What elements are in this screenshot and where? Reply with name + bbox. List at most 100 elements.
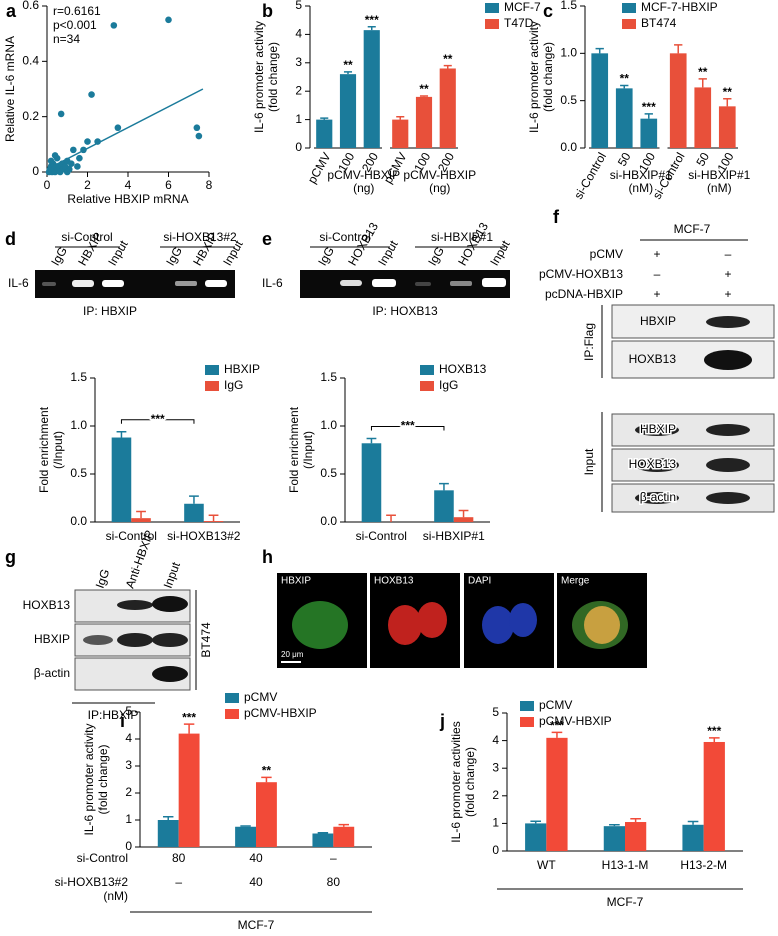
error-bar bbox=[343, 71, 353, 75]
band bbox=[117, 633, 153, 647]
bar bbox=[703, 741, 725, 851]
blot-row-label: HBXIP bbox=[640, 422, 676, 436]
bar bbox=[339, 74, 357, 148]
panel-label: i bbox=[120, 711, 125, 731]
x-tick-label: 4 bbox=[125, 178, 132, 192]
x-tick-label: 50 bbox=[615, 150, 634, 169]
x-tick-label: H13-1-M bbox=[602, 858, 649, 872]
x-tick-label: si-Control bbox=[106, 529, 157, 543]
nucleus bbox=[388, 605, 422, 645]
legend-label: MCF-7 bbox=[504, 0, 541, 14]
blot-header: MCF-7 bbox=[674, 222, 711, 236]
y-axis-label: Relative IL-6 mRNA bbox=[3, 36, 17, 142]
y-axis-label: IL-6 promoter activities bbox=[449, 721, 463, 842]
y-axis-label: (/Input) bbox=[51, 431, 65, 469]
x-tick-label: H13-2-M bbox=[680, 858, 727, 872]
error-bar bbox=[439, 482, 449, 491]
error-bar bbox=[183, 723, 195, 734]
y-tick-label: 0.0 bbox=[320, 514, 337, 528]
y-tick-label: 5 bbox=[492, 705, 499, 719]
y-axis-label: (fold change) bbox=[541, 42, 555, 112]
channel-label: Merge bbox=[561, 576, 590, 587]
blot-caption: IP:HBXIP bbox=[88, 708, 139, 722]
bar bbox=[415, 96, 433, 148]
bar bbox=[111, 437, 132, 522]
table-row-label: (nM) bbox=[103, 889, 128, 903]
bar bbox=[546, 737, 568, 851]
blot-row-label: HBXIP bbox=[640, 314, 676, 328]
table-cell: – bbox=[330, 851, 337, 865]
error-bar bbox=[687, 820, 699, 825]
bar bbox=[203, 521, 224, 522]
y-axis-label: IL-6 promoter activity bbox=[82, 723, 96, 835]
condition-mark: + bbox=[653, 287, 660, 301]
x-tick-label: WT bbox=[537, 858, 556, 872]
group-label: (nM) bbox=[707, 181, 732, 195]
condition-label: pcDNA-HBXIP bbox=[545, 287, 623, 301]
legend-label: pCMV bbox=[244, 690, 277, 704]
band bbox=[42, 282, 56, 286]
y-tick-label: 4 bbox=[492, 733, 499, 747]
legend-label: pCMV bbox=[539, 698, 572, 712]
y-tick-label: 3 bbox=[492, 760, 499, 774]
bar bbox=[363, 30, 380, 148]
gel bbox=[35, 270, 235, 298]
significance: *** bbox=[550, 718, 564, 732]
band bbox=[635, 458, 679, 472]
legend-swatch bbox=[420, 381, 434, 391]
y-tick-label: 0 bbox=[125, 839, 132, 853]
blot-header: si-HOXB13#2 bbox=[163, 230, 237, 244]
y-tick-label: 1 bbox=[125, 812, 132, 826]
blot-row-label: β-actin bbox=[34, 666, 70, 680]
error-bar bbox=[551, 731, 563, 738]
y-tick-label: 5 bbox=[125, 704, 132, 718]
panel-label: f bbox=[553, 207, 560, 227]
point bbox=[110, 22, 118, 29]
annotation: p<0.001 bbox=[53, 18, 97, 32]
band bbox=[635, 492, 679, 504]
y-tick-label: 1.0 bbox=[560, 46, 577, 60]
x-tick-label: si-HOXB13#2 bbox=[167, 529, 241, 543]
group-label: si-HBXIP#1 bbox=[688, 168, 750, 182]
error-bar bbox=[674, 44, 683, 54]
point bbox=[114, 124, 122, 132]
y-axis-label: Fold enrichment bbox=[287, 406, 301, 493]
y-tick-label: 1.5 bbox=[70, 370, 87, 384]
x-tick-label: 2 bbox=[84, 178, 91, 192]
error-bar bbox=[386, 514, 396, 522]
bar bbox=[718, 106, 736, 148]
blot-header: si-HBXIP#1 bbox=[431, 230, 493, 244]
footer-label: MCF-7 bbox=[607, 895, 644, 909]
bar bbox=[625, 822, 647, 851]
y-tick-label: 3 bbox=[125, 758, 132, 772]
error-bar bbox=[208, 514, 219, 522]
y-tick-label: 0.6 bbox=[22, 0, 39, 12]
panel-label: e bbox=[262, 229, 272, 249]
band bbox=[83, 635, 113, 645]
error-bar bbox=[620, 84, 629, 89]
band bbox=[450, 281, 472, 286]
blot-row-label: HOXB13 bbox=[23, 598, 71, 612]
y-tick-label: 0.5 bbox=[560, 93, 577, 107]
blot-caption: IP: HOXB13 bbox=[372, 304, 438, 318]
blot-f: MCF-7 pCMV + – pCMV-HOXB13 – + pcDNA-HBX… bbox=[539, 222, 775, 513]
y-tick-label: 1.5 bbox=[320, 370, 337, 384]
band bbox=[706, 458, 750, 472]
y-tick-label: 2 bbox=[295, 83, 302, 97]
y-axis-label: (fold change) bbox=[266, 42, 280, 112]
y-tick-label: 0.5 bbox=[70, 466, 87, 480]
band bbox=[635, 424, 679, 436]
error-bar bbox=[320, 117, 329, 120]
x-axis-label: Relative HBXIP mRNA bbox=[67, 192, 188, 206]
y-tick-label: 5 bbox=[295, 0, 302, 12]
significance: ** bbox=[443, 52, 453, 66]
legend-label: BT474 bbox=[641, 16, 677, 30]
bar bbox=[453, 517, 474, 522]
table-row-label: si-Control bbox=[77, 851, 128, 865]
error-bar bbox=[458, 509, 469, 518]
group-label: (ng) bbox=[353, 181, 374, 195]
condition-mark: – bbox=[725, 247, 732, 261]
table-cell: 80 bbox=[172, 851, 186, 865]
point bbox=[88, 91, 95, 98]
table-cell: 40 bbox=[249, 851, 263, 865]
